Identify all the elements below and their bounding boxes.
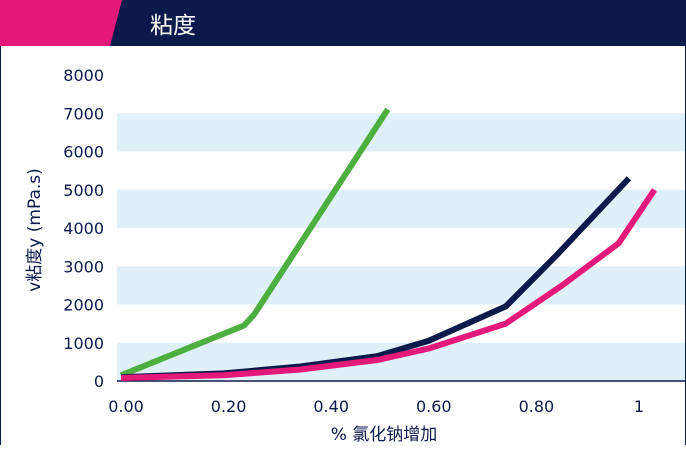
x-tick-label: 0.00	[108, 397, 144, 416]
y-tick-label: 2000	[63, 296, 104, 315]
x-tick-label: 0.40	[313, 397, 349, 416]
x-axis-ticks: 0.00 0.20 0.40 0.60 0.80 1	[108, 397, 644, 416]
series-line-3	[120, 188, 657, 381]
x-tick-label: 1	[634, 397, 644, 416]
y-tick-label: 1000	[63, 334, 104, 353]
x-axis-label: % 氯化钠增加	[331, 425, 438, 445]
series-line-1	[119, 107, 391, 379]
y-tick-label: 8000	[63, 66, 104, 85]
grid-band	[117, 113, 686, 152]
y-tick-label: 0	[94, 372, 104, 391]
page-title: 粘度	[150, 13, 196, 39]
y-tick-label: 3000	[63, 257, 104, 276]
grid-band	[117, 266, 686, 305]
header-accent	[0, 0, 122, 46]
y-tick-label: 7000	[63, 104, 104, 123]
x-tick-label: 0.60	[416, 397, 452, 416]
y-tick-label: 4000	[63, 219, 104, 238]
x-tick-label: 0.20	[211, 397, 247, 416]
y-axis-ticks: 0 1000 2000 3000 4000 5000 6000 7000 8000	[63, 66, 104, 391]
header: 粘度	[0, 0, 686, 46]
series-layer	[119, 107, 657, 381]
y-tick-label: 5000	[63, 181, 104, 200]
x-tick-label: 0.80	[519, 397, 555, 416]
y-tick-label: 6000	[63, 143, 104, 162]
y-axis-label: v粘度y (mPa.s)	[25, 168, 45, 292]
grid-bands	[117, 113, 686, 381]
